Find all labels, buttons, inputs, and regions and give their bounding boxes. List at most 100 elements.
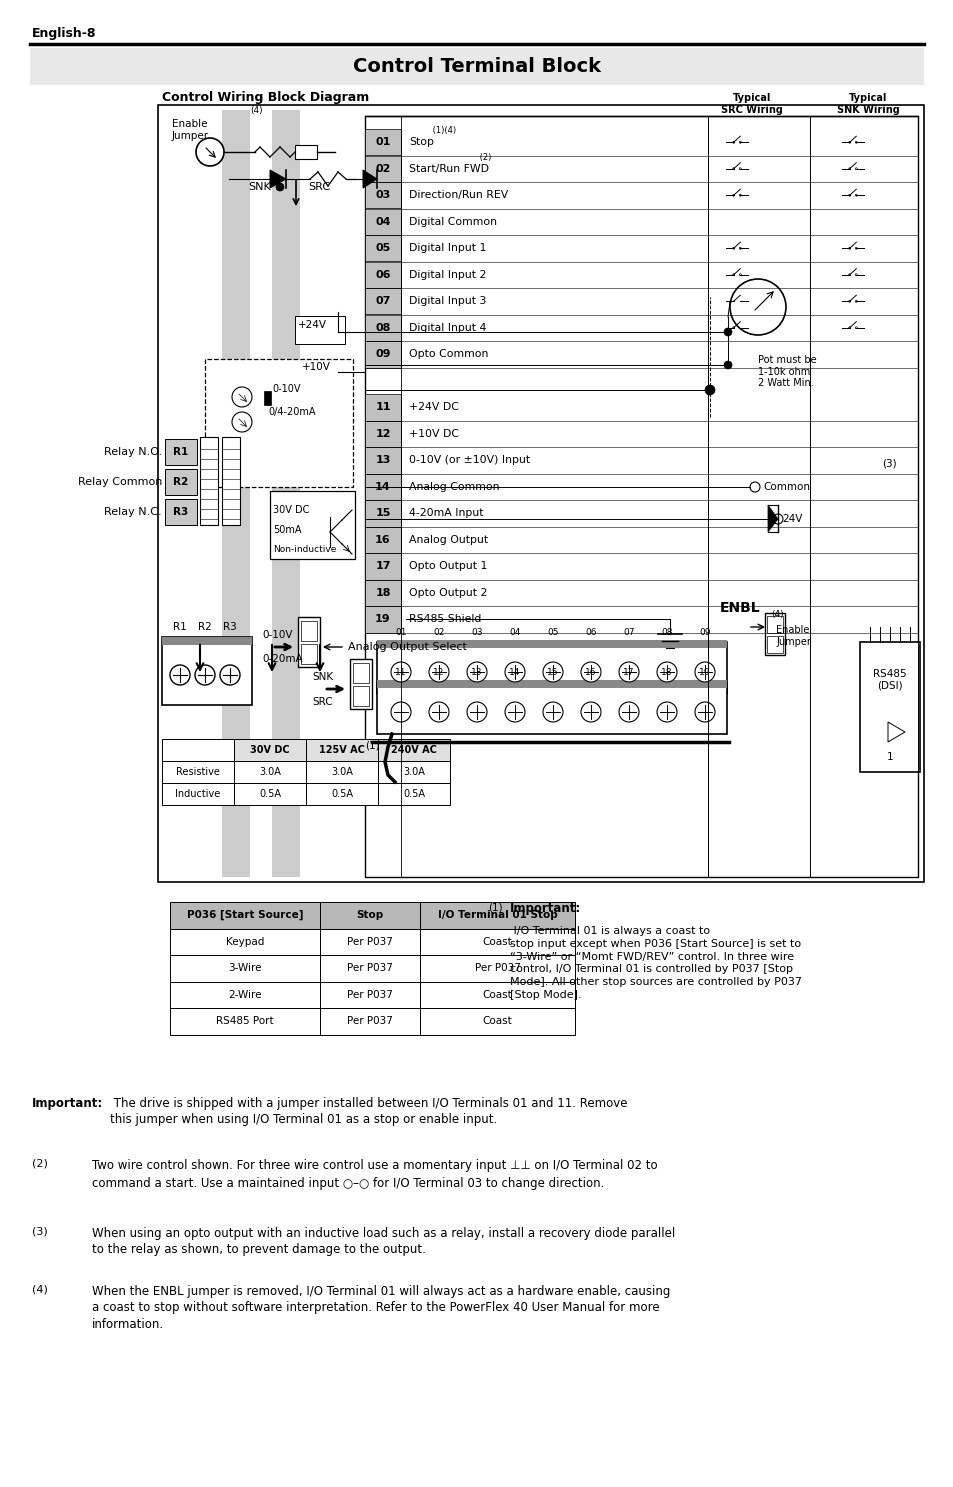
Text: 12: 12 bbox=[433, 668, 444, 677]
Circle shape bbox=[732, 141, 734, 143]
Circle shape bbox=[732, 168, 734, 170]
Text: SNK: SNK bbox=[248, 181, 271, 192]
Text: Coast: Coast bbox=[482, 937, 512, 947]
Circle shape bbox=[542, 662, 562, 683]
Bar bbox=[419, 1008, 575, 1035]
Text: +24V: +24V bbox=[297, 320, 327, 330]
Circle shape bbox=[542, 702, 562, 723]
Text: (4): (4) bbox=[250, 106, 262, 114]
Text: 2-Wire: 2-Wire bbox=[228, 990, 261, 999]
Text: 0.5A: 0.5A bbox=[258, 790, 281, 799]
Circle shape bbox=[732, 247, 734, 250]
Text: (1)(4): (1)(4) bbox=[430, 126, 456, 135]
Text: Analog Common: Analog Common bbox=[409, 482, 499, 492]
Text: +24V DC: +24V DC bbox=[409, 403, 458, 412]
Circle shape bbox=[732, 300, 734, 302]
Text: +10V DC: +10V DC bbox=[409, 428, 458, 439]
Text: Start/Run FWD: Start/Run FWD bbox=[409, 164, 489, 174]
Bar bbox=[165, 468, 196, 495]
Bar bbox=[222, 110, 250, 877]
Circle shape bbox=[739, 327, 740, 329]
Bar bbox=[419, 928, 575, 955]
Text: 05: 05 bbox=[547, 628, 558, 636]
Text: Digital Input 1: Digital Input 1 bbox=[409, 244, 486, 253]
Text: 19: 19 bbox=[375, 614, 391, 625]
Circle shape bbox=[194, 665, 214, 686]
Text: Per P037: Per P037 bbox=[474, 964, 520, 974]
Circle shape bbox=[848, 141, 850, 143]
Circle shape bbox=[739, 141, 740, 143]
Bar bbox=[365, 580, 400, 607]
Text: 06: 06 bbox=[584, 628, 597, 636]
Bar bbox=[376, 683, 726, 735]
Bar bbox=[297, 617, 319, 668]
Text: English-8: English-8 bbox=[32, 27, 96, 40]
Circle shape bbox=[391, 702, 411, 723]
Text: Relay N.O.: Relay N.O. bbox=[104, 448, 162, 457]
Bar bbox=[301, 622, 316, 641]
Text: P036 [Start Source]: P036 [Start Source] bbox=[187, 910, 303, 920]
Circle shape bbox=[170, 665, 190, 686]
Bar bbox=[233, 761, 306, 784]
Text: Per P037: Per P037 bbox=[347, 1016, 393, 1026]
Text: 3.0A: 3.0A bbox=[259, 767, 280, 778]
Circle shape bbox=[232, 412, 252, 433]
Circle shape bbox=[855, 247, 857, 250]
Bar bbox=[365, 500, 400, 526]
Bar bbox=[165, 500, 196, 525]
Text: SRC: SRC bbox=[312, 697, 333, 706]
Text: Common: Common bbox=[762, 482, 809, 492]
Circle shape bbox=[855, 274, 857, 275]
Bar bbox=[353, 686, 369, 706]
Text: 50mA: 50mA bbox=[273, 525, 301, 535]
Text: Relay Common: Relay Common bbox=[77, 477, 162, 488]
Text: 0-10V (or ±10V) Input: 0-10V (or ±10V) Input bbox=[409, 455, 530, 465]
Bar bbox=[319, 1008, 419, 1035]
Bar bbox=[170, 955, 319, 981]
Text: 17: 17 bbox=[375, 561, 391, 571]
Text: 0-10V: 0-10V bbox=[262, 630, 293, 639]
Text: 0.5A: 0.5A bbox=[331, 790, 353, 799]
Circle shape bbox=[848, 300, 850, 302]
Polygon shape bbox=[270, 170, 286, 187]
Text: Opto Output 2: Opto Output 2 bbox=[409, 587, 487, 598]
Text: 14: 14 bbox=[509, 668, 520, 677]
Circle shape bbox=[220, 665, 240, 686]
Text: Stop: Stop bbox=[356, 910, 383, 920]
Bar bbox=[162, 636, 252, 645]
Circle shape bbox=[657, 702, 677, 723]
Text: 18: 18 bbox=[660, 668, 672, 677]
Text: 13: 13 bbox=[471, 668, 482, 677]
Bar bbox=[233, 739, 306, 761]
Text: 3.0A: 3.0A bbox=[331, 767, 353, 778]
Bar bbox=[376, 642, 726, 694]
Text: 15: 15 bbox=[375, 509, 391, 519]
Text: 125V AC: 125V AC bbox=[318, 745, 365, 755]
Circle shape bbox=[391, 662, 411, 683]
Circle shape bbox=[848, 274, 850, 275]
Text: R2: R2 bbox=[173, 477, 189, 488]
Bar bbox=[365, 208, 400, 235]
Text: 09: 09 bbox=[375, 349, 391, 360]
Text: R3: R3 bbox=[173, 507, 189, 517]
Text: Non-inductive: Non-inductive bbox=[273, 546, 336, 555]
Bar bbox=[365, 235, 400, 262]
Text: 08: 08 bbox=[375, 323, 391, 333]
Bar bbox=[162, 761, 233, 784]
Bar bbox=[162, 784, 233, 804]
Bar bbox=[306, 761, 377, 784]
Text: Resistive: Resistive bbox=[176, 767, 220, 778]
Text: When the ENBL jumper is removed, I/O Terminal 01 will always act as a hardware e: When the ENBL jumper is removed, I/O Ter… bbox=[91, 1285, 670, 1331]
Bar bbox=[419, 981, 575, 1008]
Bar bbox=[222, 437, 240, 525]
Bar bbox=[30, 48, 923, 85]
Text: Enable
Jumper: Enable Jumper bbox=[775, 625, 810, 647]
Text: 1: 1 bbox=[885, 752, 892, 761]
Text: 30V DC: 30V DC bbox=[273, 506, 309, 515]
Text: Per P037: Per P037 bbox=[347, 964, 393, 974]
Bar bbox=[766, 636, 782, 653]
Circle shape bbox=[855, 195, 857, 196]
Bar bbox=[377, 739, 450, 761]
Circle shape bbox=[657, 662, 677, 683]
Bar bbox=[272, 110, 299, 877]
